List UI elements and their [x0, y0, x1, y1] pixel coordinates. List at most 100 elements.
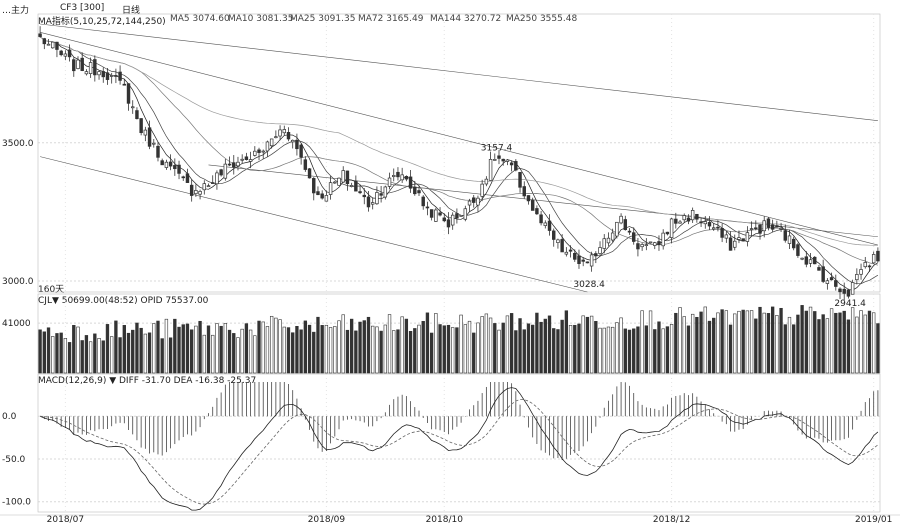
- volume-bar: [644, 325, 649, 374]
- candle-body: [446, 219, 451, 228]
- candle-body: [109, 75, 114, 77]
- candle-body: [871, 254, 876, 264]
- volume-bar: [716, 312, 720, 374]
- candle-body: [514, 161, 518, 171]
- candle-body: [813, 256, 817, 265]
- candle-body: [189, 184, 194, 196]
- candle-body: [232, 162, 236, 168]
- candle-body: [210, 182, 215, 184]
- volume-bar: [371, 325, 375, 374]
- candle-body: [653, 242, 657, 246]
- volume-bar: [610, 326, 615, 374]
- candle-body: [131, 106, 135, 109]
- time-tick-label-4: 2019/01: [855, 515, 892, 525]
- volume-bar: [366, 316, 371, 374]
- volume-bar: [724, 310, 729, 374]
- volume-bar: [97, 338, 101, 374]
- candle-body: [324, 195, 329, 202]
- volume-bar: [509, 313, 514, 374]
- candle-body: [834, 280, 838, 287]
- candle-body: [762, 220, 766, 232]
- volume-bar: [93, 333, 97, 374]
- candle-body: [413, 186, 417, 195]
- volume-bar: [535, 312, 539, 374]
- volume-bar: [758, 306, 762, 374]
- volume-bar: [362, 320, 366, 374]
- volume-bar: [493, 323, 497, 374]
- volume-bar: [829, 308, 834, 374]
- chart-tab[interactable]: CF3 [300]: [60, 3, 105, 13]
- candle-body: [808, 259, 813, 264]
- volume-bar: [522, 329, 526, 374]
- volume-bar: [779, 307, 783, 374]
- macd-header[interactable]: MACD(12,26,9) ▼ DIFF -31.70 DEA -16.38 -…: [38, 376, 257, 386]
- volume-bar: [594, 321, 598, 374]
- volume-bar: [147, 332, 152, 374]
- candle-body: [669, 218, 674, 238]
- volume-bar: [375, 326, 379, 374]
- ma-line-25: [39, 36, 879, 266]
- candle-body: [181, 176, 185, 179]
- volume-bar: [863, 314, 867, 374]
- macd-diff-line: [39, 387, 879, 511]
- candle-body: [526, 195, 531, 202]
- volume-bar: [712, 317, 716, 374]
- volume-bar: [202, 334, 206, 374]
- volume-bar: [556, 329, 560, 374]
- volume-bar: [295, 326, 299, 374]
- volume-bar: [627, 329, 632, 374]
- volume-bar: [497, 329, 501, 374]
- candle-body: [804, 256, 809, 265]
- volume-bar: [733, 313, 737, 374]
- volume-bar: [821, 314, 825, 374]
- volume-bar: [307, 324, 312, 374]
- candle-body: [227, 163, 232, 166]
- volume-bar: [615, 322, 619, 374]
- volume-bar: [408, 330, 413, 374]
- candle-body: [661, 232, 665, 247]
- volume-bar: [834, 312, 838, 374]
- volume-bar: [164, 318, 169, 374]
- volume-bar: [543, 318, 547, 374]
- candle-body: [556, 239, 560, 244]
- volume-bar: [766, 313, 771, 374]
- candle-body: [627, 230, 632, 233]
- volume-bar: [682, 316, 686, 374]
- panel-frames: [0, 13, 900, 516]
- volume-bar: [872, 312, 876, 374]
- ma-indicator-label[interactable]: MA指标(5,10,25,72,144,250): [38, 17, 166, 27]
- volume-bar: [72, 325, 76, 374]
- volume-bar: [703, 306, 707, 374]
- candle-body: [783, 230, 787, 241]
- volume-bar: [206, 325, 211, 374]
- volume-bar: [783, 324, 787, 374]
- volume-bar: [501, 322, 505, 374]
- volume-bar: [657, 321, 661, 374]
- candle-body: [312, 178, 316, 194]
- candle-body: [160, 160, 164, 166]
- candle-body: [328, 182, 333, 195]
- view-label[interactable]: 日线: [122, 6, 141, 16]
- volume-bar: [526, 323, 531, 374]
- candle-body: [173, 165, 177, 170]
- volume-bar: [278, 319, 282, 374]
- volume-bar: [602, 327, 606, 374]
- volume-bar: [455, 327, 459, 374]
- volume-bar: [632, 328, 636, 374]
- candle-body: [791, 238, 796, 249]
- volume-bar: [850, 307, 855, 374]
- candle-body: [594, 253, 598, 257]
- candle-body: [341, 170, 345, 183]
- candle-body: [46, 43, 51, 46]
- volume-bar: [76, 326, 80, 374]
- volume-header[interactable]: CJL▼ 50699.00(48:52) OPID 75537.00: [38, 296, 209, 306]
- gridlines: [38, 14, 880, 515]
- candle-body: [711, 227, 716, 230]
- volume-bar: [236, 337, 240, 374]
- candle-body: [573, 252, 577, 260]
- candle-body: [290, 139, 295, 143]
- channel-line-2: [40, 156, 588, 293]
- candle-body: [417, 190, 421, 194]
- volume-y-tick: 41000: [2, 319, 31, 329]
- candle-body: [695, 213, 699, 220]
